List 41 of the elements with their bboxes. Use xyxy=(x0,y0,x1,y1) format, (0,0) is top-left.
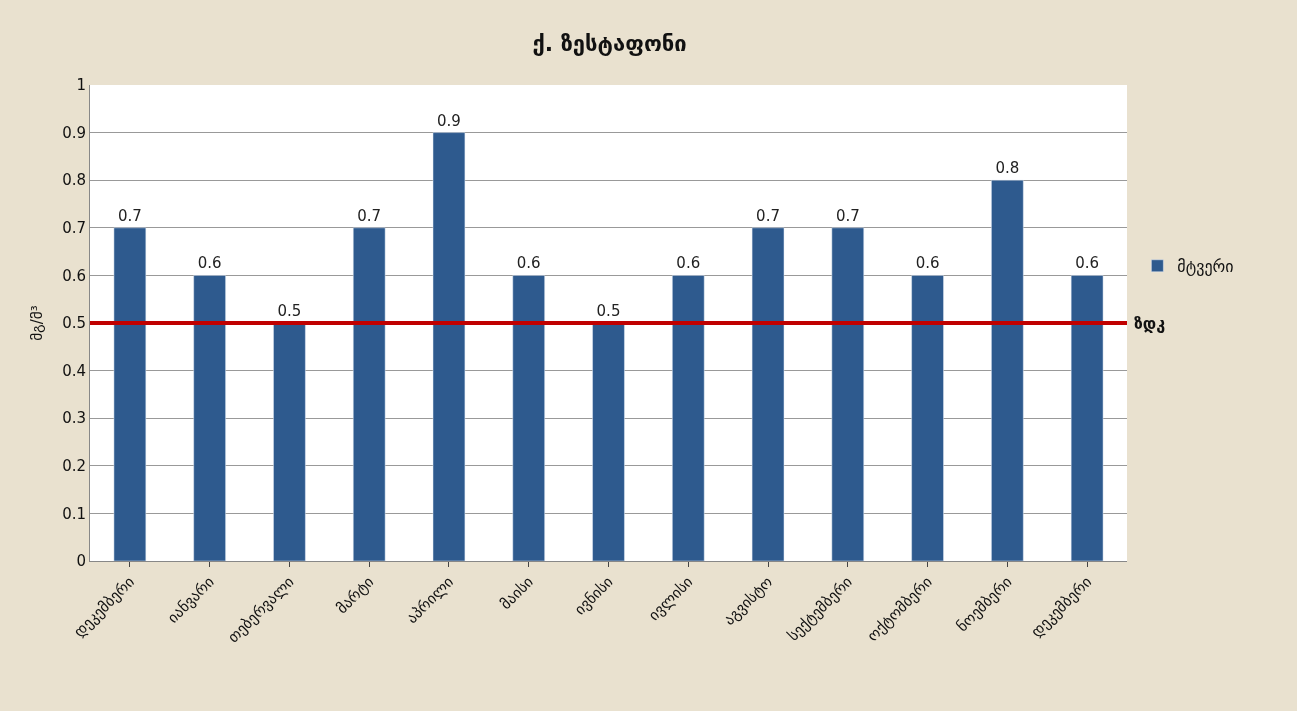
bar xyxy=(911,275,944,561)
bar xyxy=(831,227,865,561)
data-label: 0.5 xyxy=(277,302,302,320)
y-tick-label: 0.7 xyxy=(62,219,86,238)
data-label: 0.6 xyxy=(197,254,222,273)
bar xyxy=(432,132,466,561)
bar xyxy=(751,227,785,561)
data-label: 0.7 xyxy=(756,206,780,225)
bar xyxy=(592,322,625,561)
y-tick-label: 0.3 xyxy=(62,409,86,428)
data-label: 0.7 xyxy=(357,206,382,225)
data-label: 0.5 xyxy=(596,302,621,320)
y-tick-label: 0.1 xyxy=(62,504,86,523)
y-tick-label: 0 xyxy=(76,552,86,571)
bar xyxy=(352,227,386,561)
data-label: 0.7 xyxy=(117,206,142,225)
bar xyxy=(1070,275,1104,561)
data-label: 0.6 xyxy=(1075,254,1100,273)
bar xyxy=(113,227,147,561)
y-tick-label: 0.2 xyxy=(62,457,86,476)
data-label: 0.8 xyxy=(995,159,1020,178)
data-label: 0.6 xyxy=(676,254,701,273)
data-label: 0.6 xyxy=(915,254,940,273)
bar xyxy=(273,322,306,561)
ref-line-label: ზდკ xyxy=(1134,314,1166,333)
bar xyxy=(512,275,545,561)
y-axis-title: მგ/მ³ xyxy=(28,305,47,341)
y-tick-label: 1 xyxy=(76,76,86,95)
data-label: 0.9 xyxy=(437,111,461,130)
data-label: 0.7 xyxy=(835,206,860,225)
chart-title: ქ. ზესტაფონი xyxy=(532,30,687,56)
y-tick-label: 0.5 xyxy=(62,314,86,333)
y-tick-label: 0.9 xyxy=(62,123,86,142)
y-tick-label: 0.4 xyxy=(62,361,86,380)
data-label: 0.6 xyxy=(516,254,541,273)
bar xyxy=(672,275,705,561)
bar xyxy=(193,275,226,561)
y-tick-label: 0.8 xyxy=(62,171,86,190)
y-tick-label: 0.6 xyxy=(62,266,86,285)
legend-label: მტვერი xyxy=(1177,257,1234,277)
bar xyxy=(991,179,1024,561)
